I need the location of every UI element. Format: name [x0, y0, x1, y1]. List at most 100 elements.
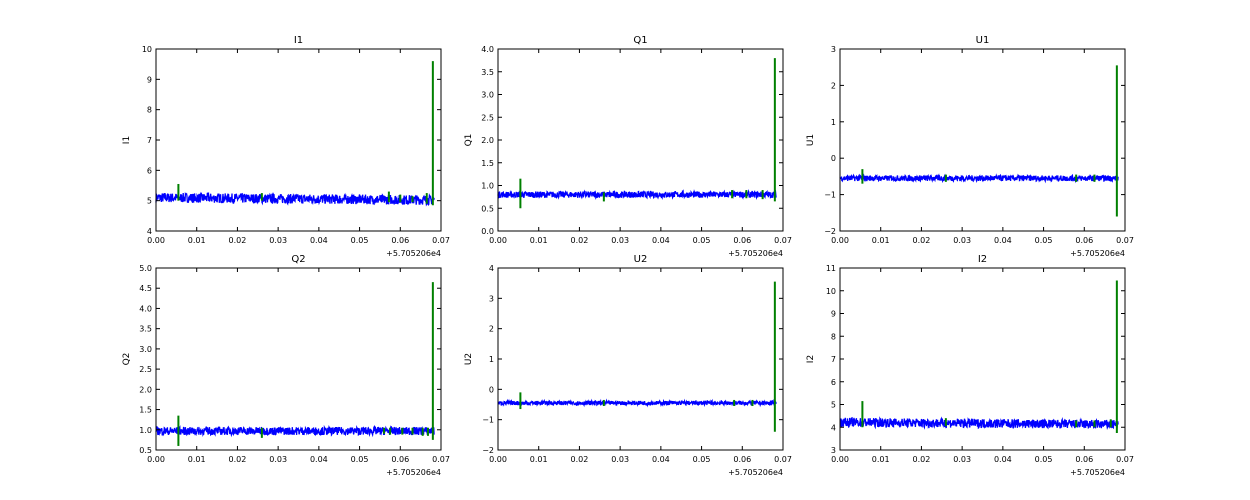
- x-tick-label: 0.05: [351, 236, 369, 245]
- y-tick-label: 2.5: [139, 365, 152, 374]
- x-tick-label: 0.00: [489, 236, 507, 245]
- y-tick-label: 3.5: [481, 68, 494, 77]
- x-tick-label: 0.01: [872, 236, 890, 245]
- x-tick-label: 0.04: [310, 236, 328, 245]
- axes-frame: [155, 267, 442, 451]
- y-axis-label: U2: [464, 353, 474, 365]
- y-axis-label: Q1: [464, 134, 474, 147]
- subplot-title: I2: [978, 254, 987, 265]
- series-line-data: [497, 188, 777, 200]
- x-tick-label: 0.01: [530, 236, 548, 245]
- y-tick-label: 3: [831, 45, 836, 54]
- y-tick-label: 9: [147, 75, 152, 84]
- y-tick-label: 7: [147, 136, 152, 145]
- y-tick-label: 5: [147, 197, 152, 206]
- x-offset-label: +5.705206e4: [728, 249, 783, 258]
- subplot-q1: 0.00 0.01 0.02 0.03 0.04 0.05 0.06 0.07 0.0 0.5 1.…: [464, 35, 792, 258]
- x-tick-label: 0.02: [229, 455, 247, 464]
- y-tick-label: 7: [831, 355, 836, 364]
- y-tick-label: 3.0: [481, 91, 494, 100]
- x-tick-label: 0.03: [611, 455, 629, 464]
- subplot-title: U1: [976, 35, 990, 46]
- y-tick-label: 1.0: [139, 426, 152, 435]
- y-tick-label: 4: [147, 227, 152, 236]
- x-tick-label: 0.05: [693, 236, 711, 245]
- y-axis-label: U1: [806, 134, 816, 146]
- y-tick-label: 1.5: [481, 159, 494, 168]
- y-axis-label: I1: [122, 136, 132, 144]
- y-tick-label: 2: [489, 325, 494, 334]
- x-tick-label: 0.04: [652, 236, 670, 245]
- y-tick-label: 8: [831, 332, 836, 341]
- x-tick-label: 0.06: [1075, 236, 1093, 245]
- x-tick-label: 0.01: [530, 455, 548, 464]
- x-tick-label: 0.00: [147, 455, 165, 464]
- y-tick-label: −1: [482, 416, 494, 425]
- y-tick-label: −2: [482, 446, 494, 455]
- y-tick-label: 0.5: [481, 204, 494, 213]
- x-tick-label: 0.04: [994, 236, 1012, 245]
- y-tick-label: 0.0: [481, 227, 494, 236]
- x-tick-label: 0.05: [1035, 236, 1053, 245]
- y-tick-label: 10: [826, 287, 836, 296]
- series-line-data: [839, 173, 1119, 184]
- plot-area: [498, 49, 783, 231]
- x-tick-label: 0.02: [913, 236, 931, 245]
- x-tick-label: 0.02: [229, 236, 247, 245]
- series-line-data: [839, 416, 1119, 431]
- subplot-q2: 0.00 0.01 0.02 0.03 0.04 0.05 0.06 0.07 0.5 1.0 1.…: [122, 254, 450, 477]
- x-offset-label: +5.705206e4: [728, 468, 783, 477]
- x-tick-label: 0.00: [831, 236, 849, 245]
- y-tick-label: 3.0: [139, 345, 152, 354]
- y-axis-label: Q2: [122, 353, 132, 366]
- x-tick-label: 0.02: [571, 236, 589, 245]
- x-tick-label: 0.01: [872, 455, 890, 464]
- y-tick-label: 4.0: [139, 304, 152, 313]
- y-tick-label: 0: [831, 154, 836, 163]
- plot-area: [156, 268, 441, 450]
- axes-frame: [839, 48, 1126, 232]
- subplot-title: Q2: [291, 254, 305, 265]
- y-tick-label: 3.5: [139, 325, 152, 334]
- x-tick-label: 0.05: [1035, 455, 1053, 464]
- x-tick-label: 0.03: [269, 455, 287, 464]
- x-tick-label: 0.00: [147, 236, 165, 245]
- y-tick-label: 2.5: [481, 113, 494, 122]
- x-tick-label: 0.07: [1116, 236, 1134, 245]
- y-axis-label: I2: [806, 355, 816, 363]
- x-tick-label: 0.04: [310, 455, 328, 464]
- y-tick-label: 0.5: [139, 446, 152, 455]
- x-tick-label: 0.04: [994, 455, 1012, 464]
- x-offset-label: +5.705206e4: [386, 468, 441, 477]
- y-tick-label: 4.0: [481, 45, 494, 54]
- y-tick-label: 3: [831, 446, 836, 455]
- x-tick-label: 0.05: [693, 455, 711, 464]
- x-tick-label: 0.03: [953, 455, 971, 464]
- y-tick-label: 6: [147, 166, 152, 175]
- x-offset-label: +5.705206e4: [1070, 249, 1125, 258]
- x-tick-label: 0.07: [1116, 455, 1134, 464]
- x-tick-label: 0.06: [1075, 455, 1093, 464]
- y-tick-label: −2: [824, 227, 836, 236]
- x-tick-label: 0.07: [432, 236, 450, 245]
- subplot-title: I1: [294, 35, 303, 46]
- x-tick-label: 0.00: [489, 455, 507, 464]
- y-tick-label: 1: [489, 355, 494, 364]
- y-tick-label: 5: [831, 401, 836, 410]
- x-tick-label: 0.06: [733, 455, 751, 464]
- y-tick-label: 4.5: [139, 284, 152, 293]
- x-tick-label: 0.05: [351, 455, 369, 464]
- y-tick-label: 2.0: [481, 136, 494, 145]
- x-tick-label: 0.02: [571, 455, 589, 464]
- x-tick-label: 0.03: [953, 236, 971, 245]
- y-tick-label: 4: [489, 264, 494, 273]
- subplot-title: U2: [634, 254, 648, 265]
- y-tick-label: 1.5: [139, 406, 152, 415]
- x-offset-label: +5.705206e4: [386, 249, 441, 258]
- subplot-i2: 0.00 0.01 0.02 0.03 0.04 0.05 0.06 0.07 3 4 5 6 7 8 9 1…: [806, 254, 1134, 477]
- y-tick-label: 3: [489, 294, 494, 303]
- y-tick-label: 2: [831, 81, 836, 90]
- subplot-u1: 0.00 0.01 0.02 0.03 0.04 0.05 0.06 0.07 −2 −1 0 1 2 3…: [806, 35, 1134, 258]
- x-tick-label: 0.03: [611, 236, 629, 245]
